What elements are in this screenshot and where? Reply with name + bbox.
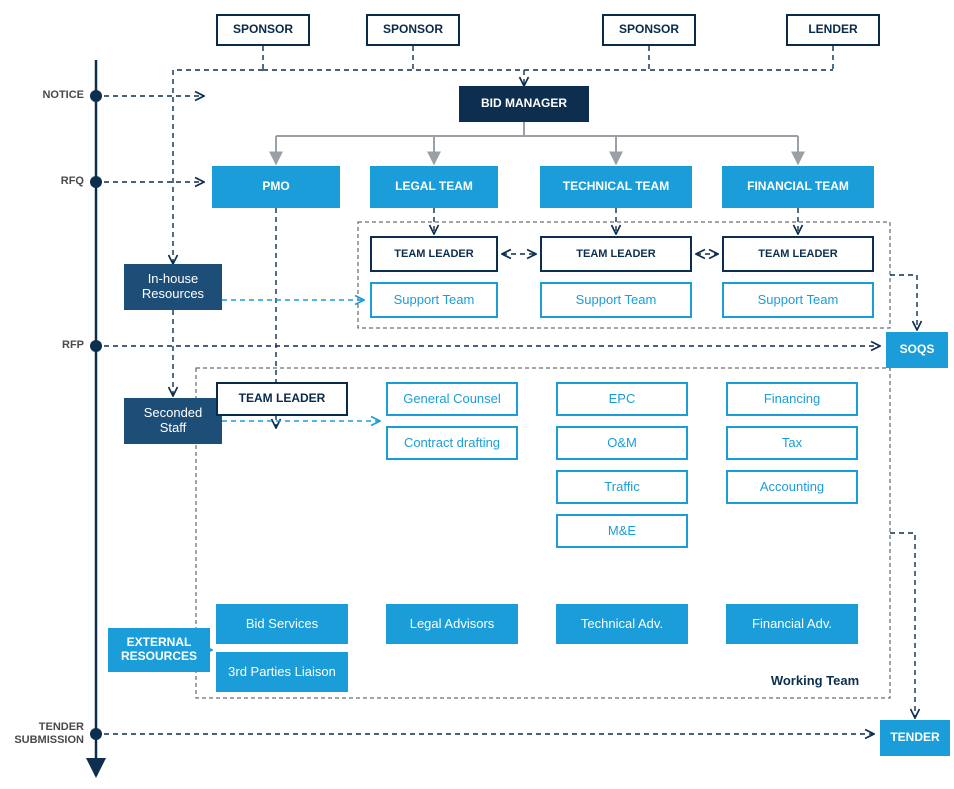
sponsor-s1: SPONSOR — [216, 14, 310, 46]
team-leader-tl2: TEAM LEADER — [540, 236, 692, 272]
wt-financing: Financing — [726, 382, 858, 416]
sponsor-s3: SPONSOR — [602, 14, 696, 46]
wt-team-leader: TEAM LEADER — [216, 382, 348, 416]
team-tech: TECHNICAL TEAM — [540, 166, 692, 208]
working-team-label: Working Team — [750, 674, 880, 689]
bid-manager-box: BID MANAGER — [459, 86, 589, 122]
adv-bid: Bid Services — [216, 604, 348, 644]
wt-tax: Tax — [726, 426, 858, 460]
support-tl2: Support Team — [540, 282, 692, 318]
label-rfq: RFQ — [14, 175, 84, 188]
team-fin: FINANCIAL TEAM — [722, 166, 874, 208]
team-leader-tl3: TEAM LEADER — [722, 236, 874, 272]
sponsor-s4: LENDER — [786, 14, 880, 46]
seconded-box: Seconded Staff — [124, 398, 222, 444]
wt-epc: EPC — [556, 382, 688, 416]
wt-traffic: Traffic — [556, 470, 688, 504]
team-leader-tl1: TEAM LEADER — [370, 236, 498, 272]
adv-legal: Legal Advisors — [386, 604, 518, 644]
sponsor-s2: SPONSOR — [366, 14, 460, 46]
team-pmo: PMO — [212, 166, 340, 208]
external-resources-box: EXTERNAL RESOURCES — [108, 628, 210, 672]
wt-contract-drafting: Contract drafting — [386, 426, 518, 460]
tender-box: TENDER — [880, 720, 950, 756]
label-notice: NOTICE — [14, 89, 84, 102]
adv-tech: Technical Adv. — [556, 604, 688, 644]
wt-om: O&M — [556, 426, 688, 460]
wt-me: M&E — [556, 514, 688, 548]
adv-fin: Financial Adv. — [726, 604, 858, 644]
wt-accounting: Accounting — [726, 470, 858, 504]
soqs-box: SOQS — [886, 332, 948, 368]
support-tl3: Support Team — [722, 282, 874, 318]
adv-3rd: 3rd Parties Liaison — [216, 652, 348, 692]
label-tender: TENDER SUBMISSION — [14, 721, 84, 746]
wt-general-counsel: General Counsel — [386, 382, 518, 416]
in-house-box: In-house Resources — [124, 264, 222, 310]
label-rfp: RFP — [14, 339, 84, 352]
support-tl1: Support Team — [370, 282, 498, 318]
team-legal: LEGAL TEAM — [370, 166, 498, 208]
